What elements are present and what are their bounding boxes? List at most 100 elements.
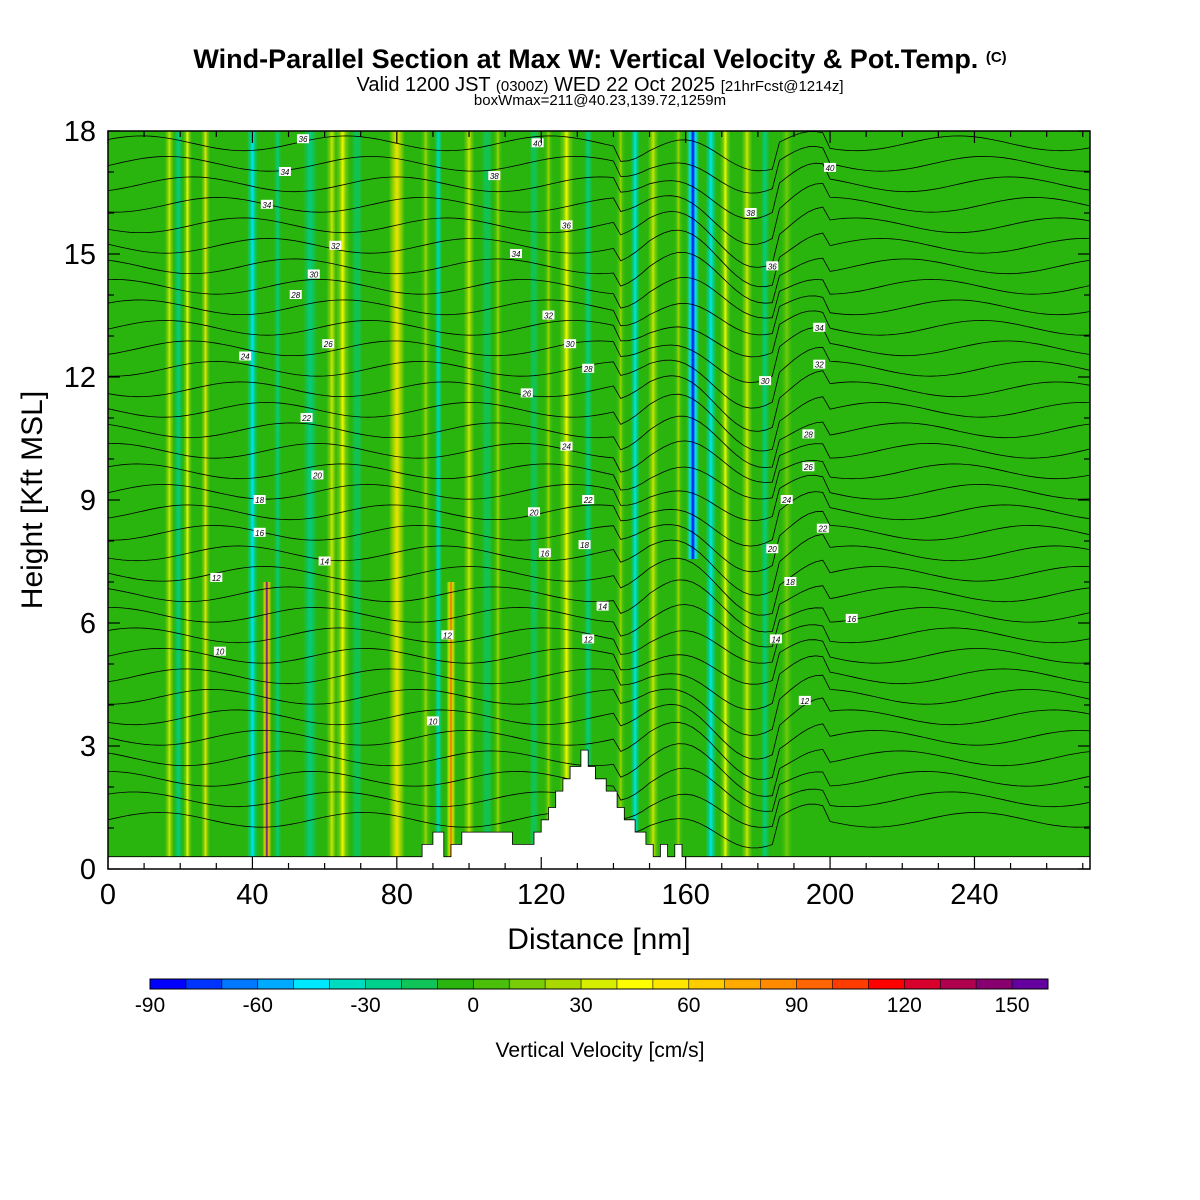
contour-label: 12 — [800, 697, 809, 706]
x-tick-label: 80 — [381, 879, 413, 911]
contour-label: 12 — [443, 631, 452, 640]
contour-label: 38 — [490, 172, 499, 181]
contour-label-bg — [278, 167, 291, 176]
velocity-band — [630, 131, 640, 857]
colorbar-title: Vertical Velocity [cm/s] — [496, 1039, 705, 1062]
contour-label: 18 — [786, 578, 795, 587]
velocity-band — [302, 131, 318, 857]
contour-label: 26 — [521, 389, 531, 398]
velocity-band — [673, 131, 683, 857]
velocity-band — [351, 131, 363, 857]
velocity-band — [434, 131, 442, 857]
colorbar-tick-label: 150 — [995, 994, 1030, 1017]
x-tick-label: 0 — [100, 879, 116, 911]
theta-contour-line — [108, 510, 1090, 573]
contour-label: 30 — [761, 377, 770, 386]
contour-label-bg — [784, 577, 797, 586]
colorbar-tick-label: 60 — [677, 994, 700, 1017]
contour-label-bg — [766, 544, 779, 554]
colorbar-tick-label: -90 — [135, 994, 165, 1017]
colorbar-tick-label: 90 — [785, 994, 808, 1017]
contour-label-bg — [766, 261, 779, 271]
contour-label: 28 — [803, 430, 813, 439]
contour-label-bg — [802, 462, 815, 472]
plot-area: 36 34 34 32 30 28 26 24 22 20 18 16 14 12 10 40 38 36 34 32… — [108, 131, 1090, 869]
contour-label-bg — [824, 162, 837, 172]
velocity-band — [173, 131, 183, 857]
contour-label: 36 — [768, 262, 777, 271]
contour-label-bg — [318, 556, 331, 566]
colorbar-swatch — [760, 979, 798, 989]
valid-utc: (0300Z) — [495, 78, 549, 95]
colorbar-swatch — [545, 979, 582, 989]
contour-label-bg — [564, 339, 577, 349]
contour-label-bg — [798, 695, 811, 705]
contour-label-bg — [520, 388, 533, 398]
contour-label: 30 — [309, 271, 318, 280]
theta-contour-line — [108, 276, 1090, 319]
contour-label-bg — [582, 495, 595, 504]
contour-label: 22 — [301, 414, 311, 423]
y-tick-label: 18 — [64, 116, 96, 148]
contour-label: 38 — [746, 209, 755, 218]
contour-label-bg — [239, 351, 252, 361]
contour-label: 28 — [583, 365, 593, 374]
contour-label: 10 — [215, 648, 224, 657]
theta-contour-line — [108, 674, 1090, 736]
velocity-band — [705, 131, 717, 857]
velocity-band — [246, 131, 258, 857]
x-tick-label: 240 — [950, 879, 998, 911]
theta-contour-line — [108, 370, 1090, 432]
contour-label-bg — [253, 495, 266, 504]
theta-contour-line — [108, 697, 1090, 760]
theta-contour-line — [108, 474, 1090, 521]
theta-contour-line — [108, 743, 1090, 797]
y-tick-label: 3 — [80, 731, 96, 763]
contour-label-bg — [509, 249, 522, 258]
x-tick-label: 120 — [517, 879, 565, 911]
contour-labels: 36 34 34 32 30 28 26 24 22 20 18 16 14 12 10 40 38 36 34 32… — [210, 134, 858, 726]
contour-label-bg — [213, 646, 226, 656]
y-tick-label: 15 — [64, 239, 96, 271]
contour-label-bg — [578, 540, 591, 550]
contour-label: 10 — [428, 717, 437, 726]
contour-label-bg — [329, 240, 342, 250]
contour-label-bg — [845, 613, 858, 623]
x-tick-label: 160 — [661, 879, 709, 911]
colorbar-tick-label: 120 — [887, 994, 922, 1017]
valid-time-line: Valid 1200 JST (0300Z) WED 22 Oct 2025 [… — [0, 74, 1200, 97]
velocity-band — [583, 131, 593, 857]
colorbar-swatch — [688, 979, 726, 989]
contour-label: 14 — [320, 558, 329, 567]
axis-ticks — [107, 130, 1090, 870]
velocity-band — [781, 131, 793, 857]
theta-contour-line — [108, 229, 1090, 288]
contour-label: 18 — [255, 496, 264, 505]
x-tick-label: 200 — [806, 879, 854, 911]
contour-label-bg — [816, 523, 829, 533]
contour-label: 22 — [817, 525, 827, 534]
y-tick-label: 12 — [64, 362, 96, 394]
contour-label: 34 — [262, 201, 271, 210]
colorbar-swatch — [581, 979, 618, 989]
colorbar-swatch — [150, 979, 187, 989]
contour-label: 34 — [512, 250, 521, 259]
contour-label-bg — [322, 339, 335, 349]
contour-label: 12 — [212, 574, 221, 583]
contour-label: 30 — [566, 340, 575, 349]
contour-label-bg — [289, 290, 302, 299]
velocity-band — [182, 131, 192, 857]
contour-label: 28 — [290, 291, 300, 300]
theta-contour-line — [108, 721, 1090, 780]
vertical-velocity-field — [164, 131, 793, 857]
colorbar-swatch — [473, 979, 510, 989]
contour-label-bg — [542, 310, 555, 320]
contour-label-bg — [560, 441, 573, 451]
contour-label: 20 — [767, 545, 777, 554]
contour-label-bg — [759, 376, 772, 386]
contour-label-bg — [769, 634, 782, 644]
contour-label: 12 — [584, 635, 593, 644]
colorbar-tick-label: 30 — [569, 994, 592, 1017]
contour-label: 20 — [312, 471, 322, 480]
